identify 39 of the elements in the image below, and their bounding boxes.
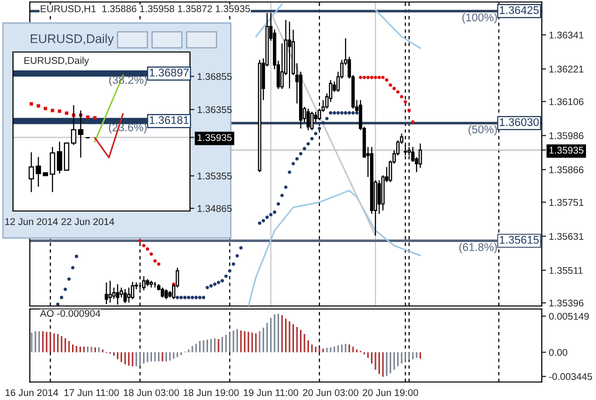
y-tick-label: 1.36355 [198,106,232,114]
y-tick-label: 1.35866 [549,166,584,174]
ref-line-label: 1.36181 [150,116,189,124]
y-tick-label: 1.35986 [549,132,584,140]
y-tick-label: 1.35935 [198,134,232,141]
y-tick-label: 0.00 [549,349,568,356]
x-tick-label: 16 Jun 2014 [6,389,58,396]
chart-title: EURUSD,H1 1.35886 1.35958 1.35872 1.35935 [40,5,250,14]
ref-line-label: 1.36425 [500,6,539,14]
y-tick-label: 1.36221 [549,66,584,73]
y-tick-label: 1.34865 [198,205,232,212]
annotation: (61.8%) [459,242,497,254]
chart-title: AO -0.000904 [40,310,100,317]
y-tick-label: 1.36106 [549,98,584,106]
y-tick-label: 1.36855 [198,73,232,80]
y-tick-label: 0.005149 [549,312,589,320]
x-tick-label: 19 Jun 11:00 [244,389,298,396]
x-tick-label: 22 Jun 2014 [61,218,114,226]
y-tick-label: 1.35511 [549,267,583,274]
ref-line-label: 1.36030 [500,118,539,126]
y-tick-label: 1.35396 [549,300,584,306]
x-tick-label: 20 Jun 19:00 [362,389,418,396]
x-tick-label: 17 Jun 11:00 [64,389,119,396]
y-tick-label: -0.003445 [549,373,592,380]
chart-title: EURUSD,Daily [30,34,114,46]
y-tick-label: 1.35631 [549,232,584,240]
annotation: (100%) [462,13,497,24]
x-tick-label: 12 Jun 2014 [5,218,58,226]
ref-line-label: 1.35615 [500,236,539,244]
x-tick-label: 18 Jun 19:00 [184,389,239,396]
x-tick-label: 18 Jun 03:00 [124,389,179,396]
ref-line-label: 1.36897 [150,68,189,77]
x-tick-label: 20 Jun 03:00 [303,389,358,396]
y-tick-label: 1.35935 [549,146,584,154]
y-tick-label: 1.36341 [549,32,584,39]
annotation: (50%) [468,125,497,136]
chart-subtitle: EURUSD,Daily [24,56,89,66]
y-tick-label: 1.35751 [549,198,584,206]
y-tick-label: 1.35355 [198,172,232,180]
